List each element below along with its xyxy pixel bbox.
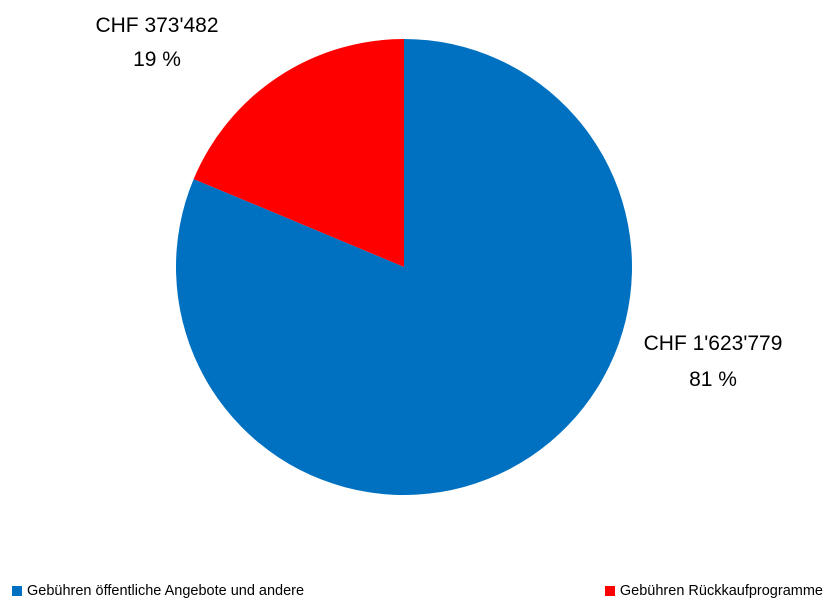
legend-item-buyback-programs: Gebühren Rückkaufprogramme xyxy=(604,583,823,599)
legend-label-public-offerings: Gebühren öffentliche Angebote und andere xyxy=(27,583,305,599)
chart-legend: Gebühren öffentliche Angebote und andere… xyxy=(0,583,831,603)
legend-swatch-buyback-programs xyxy=(604,586,615,596)
pie-chart: CHF 373'482 19 % CHF 1'623'779 81 % xyxy=(95,14,782,495)
legend-swatch-public-offerings xyxy=(12,586,22,596)
pie-slices xyxy=(175,39,632,495)
pie-slice-public-offerings xyxy=(175,39,632,495)
legend-item-public-offerings: Gebühren öffentliche Angebote und andere xyxy=(12,583,304,599)
slice-percent-label: 81 % xyxy=(689,368,737,391)
slice-value-label: CHF 373'482 xyxy=(95,14,218,37)
slice-labels: CHF 373'482 19 % CHF 1'623'779 81 % xyxy=(95,14,782,391)
slice-percent-label: 19 % xyxy=(133,48,181,71)
legend-label-buyback-programs: Gebühren Rückkaufprogramme xyxy=(619,583,823,599)
slice-value-label: CHF 1'623'779 xyxy=(644,332,783,355)
pie-slice-buyback-programs xyxy=(193,39,404,267)
